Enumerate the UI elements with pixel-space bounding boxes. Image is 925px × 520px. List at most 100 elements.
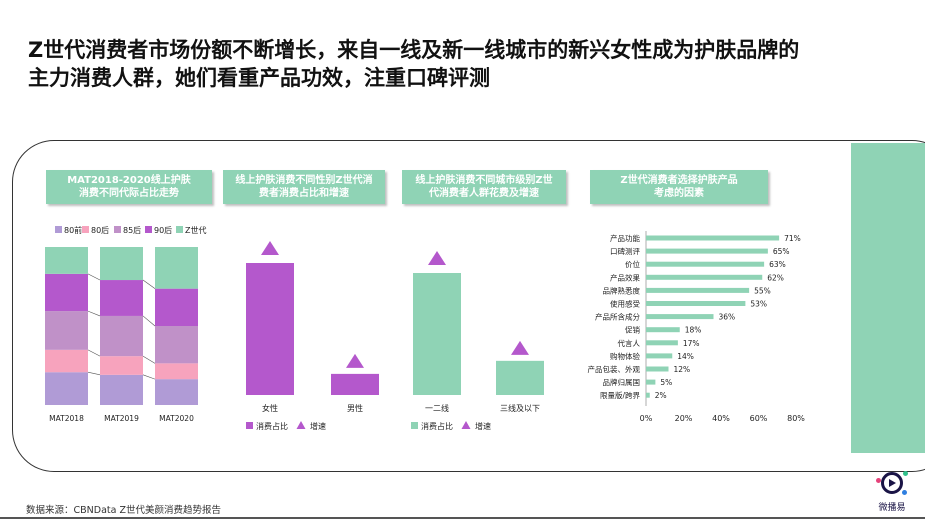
stack-segment: [155, 363, 198, 380]
connector-line: [142, 355, 156, 364]
logo-dot-pink: [876, 478, 881, 483]
legend-label: 85后: [123, 225, 141, 235]
growth-marker: [346, 353, 364, 368]
panel-title-city-tier: 线上护肤消费不同城市级别Z世 代消费者人群花费及增速: [402, 170, 566, 204]
panel-title-factors: Z世代消费者选择护肤产品 考虑的因素: [590, 170, 768, 204]
legend-swatch: [114, 226, 121, 233]
connector-line: [87, 371, 101, 376]
panel-title-line: 线上护肤消费不同城市级别Z世: [415, 175, 553, 186]
bar: [646, 327, 680, 333]
stack-segment: [100, 315, 143, 357]
legend-label: 90后: [154, 225, 172, 235]
x-tick-label: 20%: [675, 414, 693, 423]
bar: [646, 314, 714, 320]
play-logo-icon: [881, 472, 903, 494]
stack-segment: [45, 349, 88, 373]
data-label: 12%: [674, 365, 691, 374]
legend-label: 增速: [475, 421, 491, 431]
bar: [646, 274, 763, 280]
x-tick-label: 0%: [640, 414, 653, 423]
category-label: 价位: [625, 259, 640, 269]
legend-swatch: [55, 226, 62, 233]
data-source: 数据来源：CBNData Z世代美颜消费趋势报告: [26, 505, 221, 516]
stack-segment: [45, 311, 88, 350]
logo-dot-green: [903, 471, 908, 476]
bar: [646, 353, 673, 359]
category-label: 购物体验: [610, 351, 640, 361]
bar: [413, 273, 461, 395]
data-label: 17%: [683, 339, 700, 348]
panel-title-line: 费者消费占比和增速: [259, 188, 349, 199]
panel-title-line: MAT2018-2020线上护肤: [67, 175, 191, 186]
side-accent-tab: [851, 143, 925, 453]
bar: [646, 287, 750, 293]
bar: [646, 301, 746, 306]
data-label: 55%: [754, 286, 771, 295]
stack-segment: [100, 356, 143, 375]
legend-swatch: [82, 226, 89, 233]
legend-swatch: [411, 422, 418, 429]
connector-line: [87, 349, 101, 357]
legend-triangle: [461, 421, 471, 429]
connector-line: [142, 279, 156, 289]
x-tick-label: 一二线: [425, 403, 449, 413]
x-tick-label: 40%: [712, 414, 730, 423]
bar: [646, 340, 678, 346]
data-label: 62%: [767, 273, 784, 282]
connector-line: [87, 273, 101, 281]
bar: [646, 248, 768, 254]
x-tick-label: MAT2019: [104, 414, 139, 423]
legend-label: 增速: [310, 421, 326, 431]
title-line-2: 主力消费人群，她们看重产品功效，注重口碑评测: [28, 66, 490, 90]
bar: [646, 261, 765, 267]
stack-segment: [155, 288, 198, 326]
x-tick-label: 女性: [262, 403, 278, 413]
stack-segment: [155, 379, 198, 405]
bar: [331, 373, 379, 395]
data-label: 71%: [784, 234, 801, 243]
data-label: 5%: [660, 378, 672, 387]
panel-title-line: 消费不同代际占比走势: [79, 188, 179, 199]
legend-swatch: [176, 226, 183, 233]
category-label: 促销: [625, 325, 640, 335]
x-tick-label: 男性: [347, 403, 363, 413]
category-label: 口碑测评: [610, 246, 640, 256]
bar: [646, 366, 669, 372]
bar: [246, 263, 294, 395]
legend-label: 消费占比: [421, 421, 453, 431]
legend-label: Z世代: [185, 225, 206, 235]
x-tick-label: MAT2020: [159, 414, 194, 423]
connector-line: [142, 315, 156, 327]
logo-text: 微播易: [878, 503, 906, 513]
panel-title-line: 考虑的因素: [654, 188, 704, 199]
stack-segment: [100, 374, 143, 405]
growth-marker: [261, 241, 279, 255]
data-label: 63%: [769, 260, 786, 269]
category-label: 使用感受: [610, 299, 640, 309]
x-tick-label: 三线及以下: [500, 403, 540, 413]
stack-segment: [155, 326, 198, 364]
growth-marker: [428, 251, 446, 265]
panel-title-gender: 线上护肤消费不同性别Z世代消 费者消费占比和增速: [223, 170, 385, 204]
data-label: 18%: [685, 326, 702, 335]
stack-segment: [100, 247, 143, 281]
category-label: 产品效果: [610, 272, 640, 282]
x-tick-label: 60%: [750, 414, 768, 423]
category-label: 代言人: [618, 338, 641, 348]
bottom-divider: [0, 517, 925, 519]
stack-segment: [45, 247, 88, 274]
data-label: 65%: [773, 247, 790, 256]
legend-swatch: [145, 226, 152, 233]
legend-label: 80前: [64, 225, 82, 235]
bar: [646, 235, 780, 241]
category-label: 产品包装、外观: [588, 364, 641, 374]
category-label: 产品功能: [610, 233, 640, 243]
panel-title-line: 代消费者人群花费及增速: [429, 188, 539, 199]
stack-segment: [100, 280, 143, 316]
panel-title-generation-trend: MAT2018-2020线上护肤 消费不同代际占比走势: [46, 170, 212, 204]
panel-title-line: 线上护肤消费不同性别Z世代消: [235, 175, 373, 186]
connector-line: [142, 374, 156, 380]
data-label: 14%: [677, 352, 694, 361]
legend-label: 80后: [91, 225, 109, 235]
